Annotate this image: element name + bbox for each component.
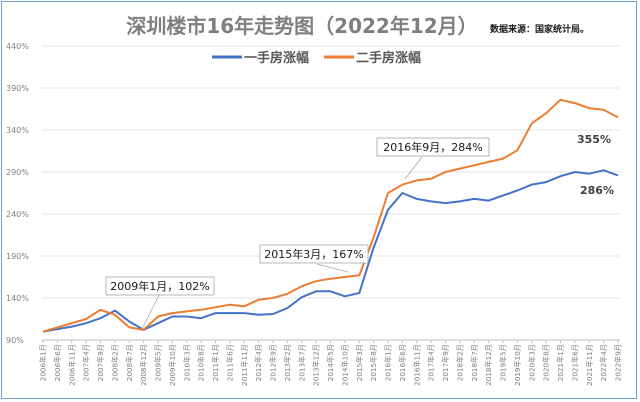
y-axis: 90% 140% 190% 240% 290% 340% 390% 440% — [6, 42, 29, 345]
gridlines — [42, 45, 620, 341]
callout-leader-2016 — [404, 156, 423, 180]
x-tick-label: 2022年9月 — [614, 344, 623, 381]
y-tick-label: 190% — [6, 252, 29, 261]
chart-source: 数据来源：国家统计局。 — [490, 23, 589, 35]
x-tick-label: 2013年2月 — [283, 344, 292, 381]
end-label-newhome: 286% — [580, 184, 614, 197]
x-tick-label: 2013年12月 — [312, 344, 321, 386]
callout-2009: 2009年1月，102% — [105, 276, 215, 330]
callouts: 2009年1月，102% 2015年3月，167% 2016年9月，284% — [105, 137, 490, 330]
end-label-secondhand: 355% — [577, 133, 611, 146]
x-tick-label: 2007年9月 — [96, 344, 105, 381]
callout-box-2009 — [105, 276, 215, 296]
x-tick-label: 2006年11月 — [67, 344, 76, 386]
x-tick-label: 2014年5月 — [326, 344, 335, 381]
x-tick-label: 2020年3月 — [527, 344, 536, 381]
x-tick-label: 2007年4月 — [82, 344, 91, 381]
series-line-1 — [42, 98, 619, 333]
x-tick-label: 2014年10月 — [340, 344, 349, 386]
callout-2015: 2015年3月，167% — [259, 244, 369, 273]
y-tick-label: 440% — [6, 42, 29, 51]
x-tick-label: 2013年7月 — [297, 344, 306, 381]
y-tick-label: 240% — [6, 210, 29, 219]
callout-box-2015 — [259, 244, 369, 264]
x-tick-label: 2010年3月 — [182, 344, 191, 381]
callout-leader-2009 — [141, 292, 161, 330]
x-tick-label: 2017年9月 — [441, 344, 450, 381]
legend-label-1: 二手房涨幅 — [356, 50, 421, 66]
legend-label-0: 一手房涨幅 — [244, 50, 309, 66]
y-tick-label: 340% — [6, 126, 29, 135]
x-tick-label: 2022年4月 — [599, 344, 608, 381]
series-line-0 — [42, 169, 619, 333]
x-tick-label: 2020年8月 — [542, 344, 551, 381]
x-tick-label: 2006年1月 — [39, 344, 48, 381]
x-tick-label: 2016年6月 — [398, 344, 407, 381]
x-tick-label: 2021年11月 — [585, 344, 594, 386]
x-tick-label: 2008年12月 — [139, 344, 148, 386]
callout-leader-2015 — [316, 263, 349, 273]
x-tick-label: 2019年5月 — [499, 344, 508, 381]
x-tick-label: 2008年2月 — [110, 344, 119, 381]
x-tick-label: 2021年1月 — [556, 344, 565, 381]
y-tick-label: 90% — [6, 336, 24, 345]
callout-2016: 2016年9月，284% — [376, 137, 490, 180]
x-tick-label: 2017年4月 — [427, 344, 436, 381]
x-tick-label: 2018年12月 — [484, 344, 493, 386]
x-tick-label: 2019年10月 — [513, 344, 522, 386]
x-tick-label: 2016年1月 — [384, 344, 393, 381]
callout-box-2016 — [376, 137, 490, 157]
chart-title: 深圳楼市16年走势图（2022年12月） — [126, 14, 477, 38]
x-tick-label: 2018年2月 — [455, 344, 464, 381]
x-tick-label: 2011年1月 — [211, 344, 220, 381]
callout-text-2016: 2016年9月，284% — [383, 140, 482, 154]
y-tick-label: 140% — [6, 294, 29, 303]
series-lines — [42, 98, 619, 333]
x-axis: 2006年1月 2006年6月 2006年11月 2007年4月 2007年9月 2008… — [39, 339, 623, 386]
x-tick-label: 2008年7月 — [125, 344, 134, 381]
x-tick-label: 2012年9月 — [269, 344, 278, 381]
y-tick-label: 290% — [6, 168, 29, 177]
y-tick-label: 390% — [6, 84, 29, 93]
x-tick-label: 2006年6月 — [53, 344, 62, 381]
x-tick-label: 2011年11月 — [240, 344, 249, 386]
x-tick-label: 2015年8月 — [369, 344, 378, 381]
x-tick-label: 2018年7月 — [470, 344, 479, 381]
x-tick-label: 2009年10月 — [168, 344, 177, 386]
callout-text-2015: 2015年3月，167% — [264, 247, 363, 261]
x-tick-label: 2021年6月 — [570, 344, 579, 381]
x-tick-label: 2011年6月 — [225, 344, 234, 381]
x-tick-label: 2012年4月 — [254, 344, 263, 381]
x-tick-label: 2015年3月 — [355, 344, 364, 381]
x-tick-label: 2016年11月 — [412, 344, 421, 386]
x-tick-label: 2010年8月 — [197, 344, 206, 381]
callout-text-2009: 2009年1月，102% — [110, 279, 209, 293]
legend: 一手房涨幅 二手房涨幅 — [212, 50, 421, 66]
x-tick-label: 2009年5月 — [154, 344, 163, 381]
